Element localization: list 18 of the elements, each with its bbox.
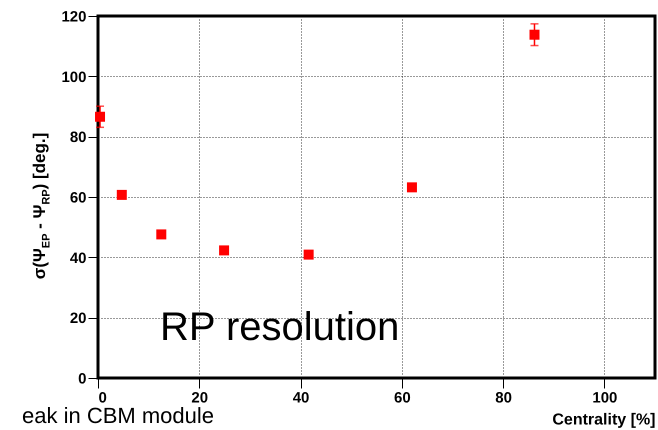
x-tick-label: 60 [394, 390, 411, 406]
y-tick-label: 100 [61, 68, 86, 86]
y-tick-label: 120 [61, 8, 86, 26]
point [219, 245, 230, 256]
point [304, 250, 314, 260]
annotation: RP resolution [160, 305, 400, 350]
x-tick-label: 80 [495, 390, 512, 406]
x-axis-title: Centrality [%] [552, 412, 656, 428]
x-tick-label: 100 [592, 390, 618, 406]
y-tick-label: 40 [70, 250, 86, 267]
x-tick-label: 40 [292, 390, 310, 406]
point [156, 229, 166, 240]
y-tick-label: 60 [70, 190, 86, 206]
y-tick-label: 0 [78, 370, 86, 388]
y-tick-label: 80 [70, 129, 86, 146]
point [406, 182, 417, 192]
point [116, 190, 127, 200]
y-tick-label: 20 [70, 310, 86, 328]
